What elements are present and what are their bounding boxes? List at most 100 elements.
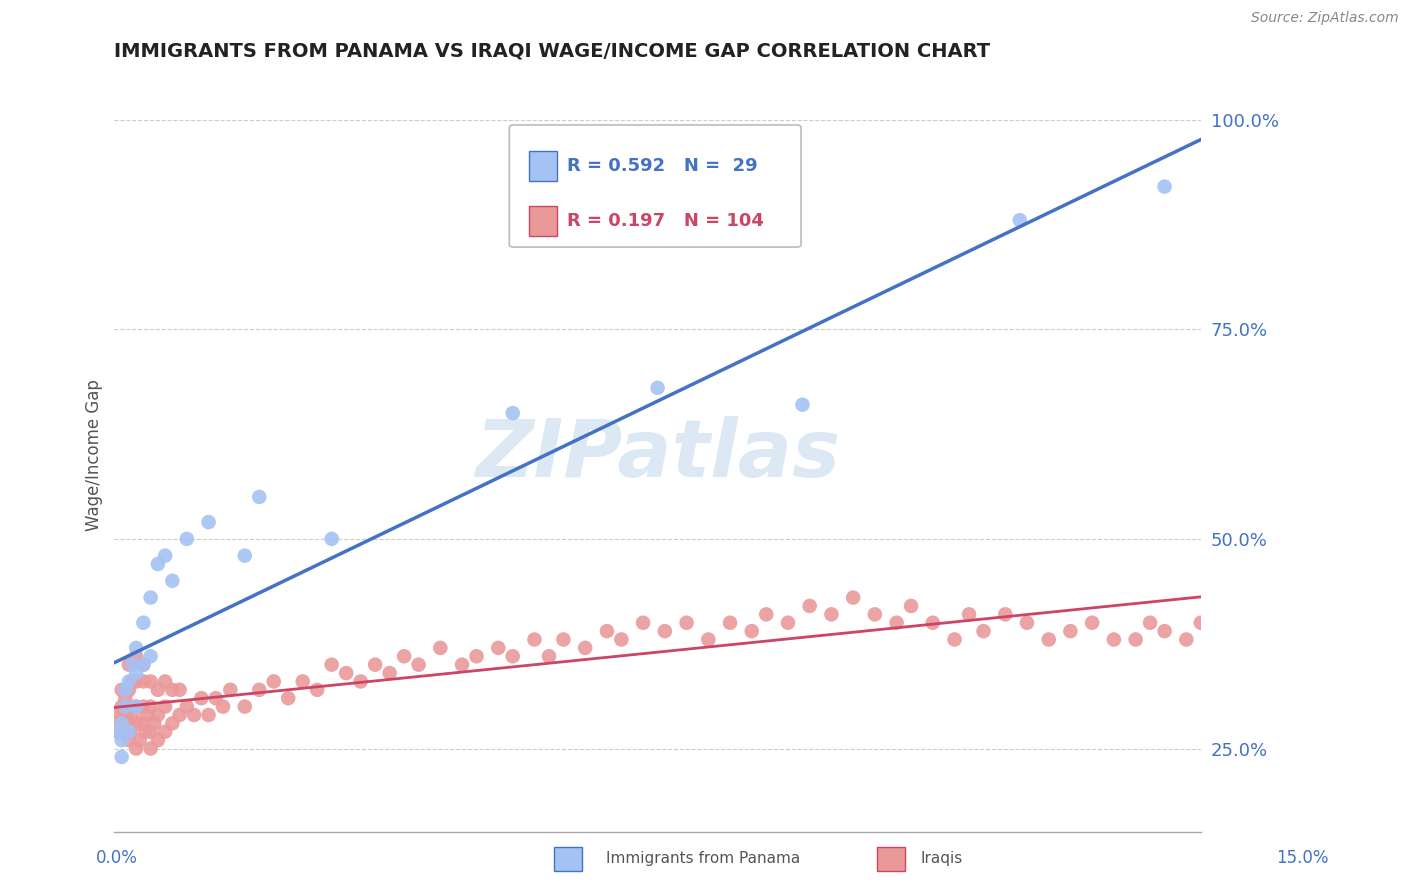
Point bbox=[486, 640, 509, 655]
Point bbox=[553, 632, 575, 647]
Text: 15.0%: 15.0% bbox=[1277, 849, 1329, 867]
Point bbox=[1059, 624, 1081, 639]
Point bbox=[197, 515, 219, 529]
Point bbox=[139, 724, 162, 739]
Point bbox=[108, 724, 131, 739]
Point bbox=[136, 708, 159, 723]
Point bbox=[321, 532, 343, 546]
Point bbox=[574, 640, 596, 655]
Point bbox=[121, 674, 143, 689]
Point bbox=[1038, 632, 1060, 647]
Point bbox=[118, 657, 141, 672]
Point bbox=[647, 381, 669, 395]
Text: 0.0%: 0.0% bbox=[96, 849, 138, 867]
Point bbox=[121, 657, 143, 672]
Point bbox=[139, 591, 162, 605]
Point bbox=[132, 657, 155, 672]
Point bbox=[114, 691, 136, 706]
Point bbox=[118, 682, 141, 697]
Point bbox=[146, 682, 169, 697]
Point bbox=[1015, 615, 1038, 630]
Point bbox=[502, 406, 524, 420]
Point bbox=[107, 724, 129, 739]
Point bbox=[105, 716, 128, 731]
Point bbox=[162, 716, 184, 731]
Point bbox=[118, 724, 141, 739]
Point bbox=[321, 657, 343, 672]
Point bbox=[118, 716, 141, 731]
Point bbox=[408, 657, 430, 672]
Point bbox=[502, 649, 524, 664]
Point bbox=[842, 591, 865, 605]
Point bbox=[291, 674, 314, 689]
Point bbox=[277, 691, 299, 706]
Text: Source: ZipAtlas.com: Source: ZipAtlas.com bbox=[1251, 11, 1399, 25]
Point bbox=[139, 674, 162, 689]
Point bbox=[139, 649, 162, 664]
Point bbox=[957, 607, 980, 622]
Point bbox=[537, 649, 560, 664]
Point bbox=[219, 682, 242, 697]
Point bbox=[1125, 632, 1147, 647]
Point bbox=[114, 708, 136, 723]
Point bbox=[451, 657, 474, 672]
Point bbox=[886, 615, 908, 630]
Point bbox=[675, 615, 697, 630]
Point bbox=[132, 657, 155, 672]
Point bbox=[921, 615, 943, 630]
Point bbox=[973, 624, 995, 639]
Point bbox=[1153, 624, 1175, 639]
Point bbox=[125, 666, 148, 681]
Point bbox=[128, 733, 150, 747]
Point bbox=[125, 699, 148, 714]
Point bbox=[139, 699, 162, 714]
Point bbox=[169, 708, 191, 723]
Point bbox=[125, 699, 148, 714]
Point bbox=[120, 724, 142, 739]
Point bbox=[364, 657, 387, 672]
Point bbox=[204, 691, 226, 706]
Point bbox=[247, 682, 270, 697]
Point bbox=[197, 708, 219, 723]
Point bbox=[125, 716, 148, 731]
Point bbox=[114, 682, 136, 697]
Point bbox=[1153, 179, 1175, 194]
Point bbox=[176, 532, 198, 546]
Point bbox=[247, 490, 270, 504]
Point bbox=[134, 724, 156, 739]
Point bbox=[233, 549, 256, 563]
Point bbox=[183, 708, 205, 723]
Point bbox=[153, 549, 176, 563]
Point bbox=[125, 674, 148, 689]
Point bbox=[132, 699, 155, 714]
Point bbox=[610, 632, 633, 647]
Point bbox=[146, 733, 169, 747]
Point bbox=[118, 733, 141, 747]
Point bbox=[263, 674, 285, 689]
Point bbox=[162, 574, 184, 588]
Point bbox=[943, 632, 966, 647]
Point bbox=[153, 674, 176, 689]
Point bbox=[143, 716, 166, 731]
Point bbox=[776, 615, 799, 630]
Point bbox=[111, 682, 134, 697]
Point bbox=[863, 607, 886, 622]
Point bbox=[718, 615, 741, 630]
Point bbox=[1189, 615, 1212, 630]
Point bbox=[125, 649, 148, 664]
Point bbox=[125, 640, 148, 655]
Text: IMMIGRANTS FROM PANAMA VS IRAQI WAGE/INCOME GAP CORRELATION CHART: IMMIGRANTS FROM PANAMA VS IRAQI WAGE/INC… bbox=[114, 42, 991, 61]
Point bbox=[631, 615, 654, 630]
Point bbox=[1175, 632, 1198, 647]
Point bbox=[307, 682, 329, 697]
Point bbox=[755, 607, 778, 622]
Point bbox=[335, 666, 357, 681]
Point bbox=[132, 615, 155, 630]
Point bbox=[392, 649, 415, 664]
Point bbox=[1102, 632, 1125, 647]
Text: ZIPatlas: ZIPatlas bbox=[475, 416, 841, 494]
Point bbox=[118, 674, 141, 689]
Text: R = 0.592   N =  29: R = 0.592 N = 29 bbox=[567, 157, 758, 175]
Point bbox=[1081, 615, 1104, 630]
Point bbox=[121, 708, 143, 723]
